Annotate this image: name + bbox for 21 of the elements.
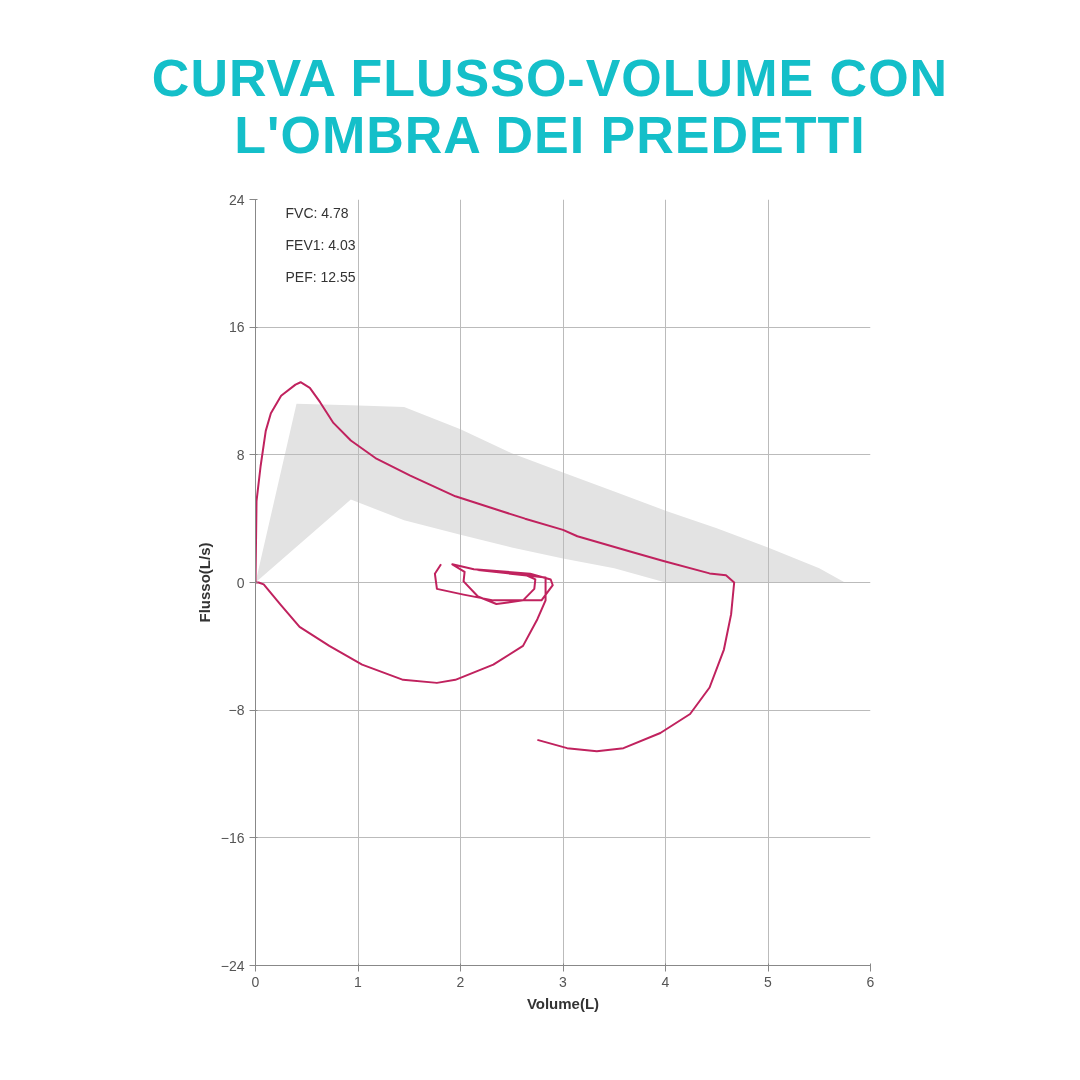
- annotation: FEV1: 4.03: [285, 236, 356, 253]
- x-tick-label: 5: [764, 973, 773, 990]
- x-tick-label: 3: [559, 973, 568, 990]
- x-axis-title: Volume(L): [526, 994, 600, 1012]
- x-tick-label: 4: [661, 973, 670, 990]
- line-series: [255, 381, 736, 753]
- y-tick-label: −24: [220, 957, 245, 974]
- annotation: FVC: 4.78: [285, 204, 349, 221]
- y-tick-label: −8: [228, 702, 245, 719]
- y-tick-label: 8: [236, 447, 245, 464]
- y-axis-title: Flusso(L/s): [195, 542, 213, 623]
- x-tick-label: 0: [251, 973, 260, 990]
- x-tick-label: 2: [456, 973, 465, 990]
- y-tick-label: 24: [228, 191, 245, 208]
- annotation: PEF: 12.55: [285, 268, 356, 285]
- chart-title: CURVA FLUSSO-VOLUME CON L'OMBRA DEI PREDETTI: [150, 49, 950, 165]
- x-tick-label: 1: [354, 973, 363, 990]
- x-tick-label: 6: [866, 973, 875, 990]
- y-tick-label: 0: [236, 574, 245, 591]
- y-tick-label: 16: [228, 319, 245, 336]
- y-tick-label: −16: [220, 830, 245, 847]
